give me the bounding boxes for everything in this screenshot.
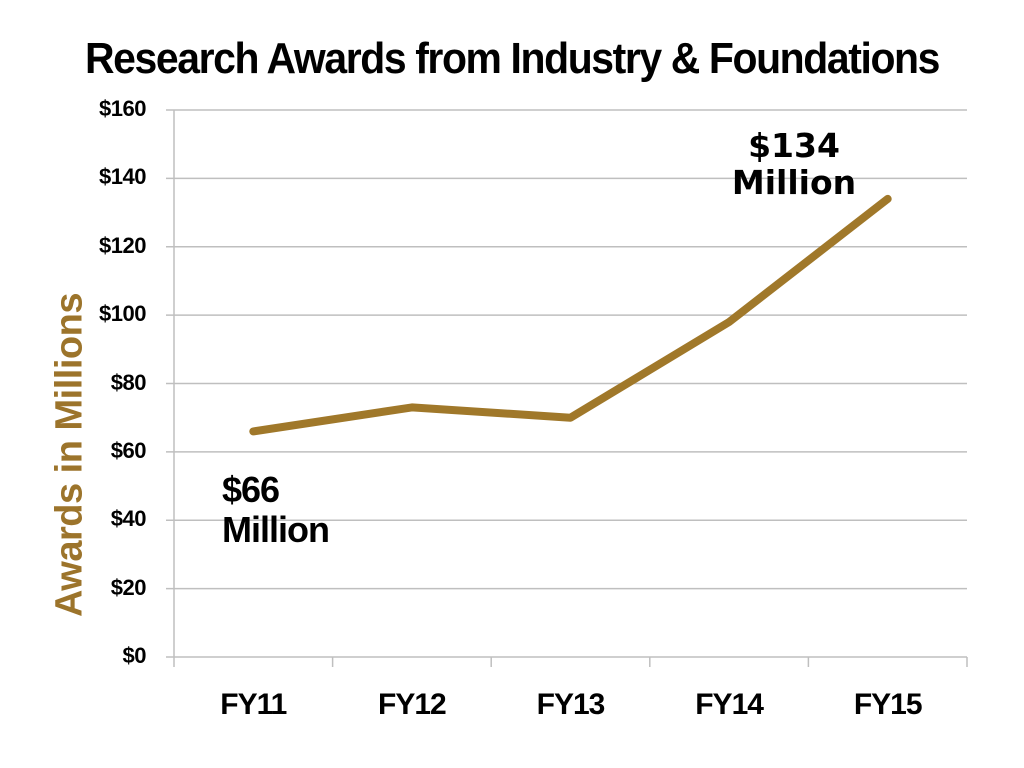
y-tick-label: $60 — [110, 437, 147, 463]
x-category-label: FY12 — [378, 688, 447, 721]
y-tick-label: $160 — [99, 96, 146, 121]
x-category-label: FY15 — [853, 688, 923, 721]
y-tick-label: $80 — [110, 369, 147, 395]
annotation-fy15-value: $134 — [748, 126, 840, 165]
x-category-label: FY11 — [220, 688, 287, 721]
annotation-fy11: $66 Million — [222, 469, 330, 551]
annotation-fy11-value: $66 — [222, 469, 280, 510]
annotation-fy15: $134 Million — [722, 126, 866, 202]
x-category-label: FY13 — [536, 688, 606, 721]
y-tick-label: $0 — [122, 643, 147, 668]
annotation-fy11-unit: Million — [222, 509, 330, 551]
series-line — [249, 194, 892, 436]
y-tick-label: $40 — [110, 506, 147, 532]
y-tick-label: $120 — [99, 232, 146, 258]
y-tick-label: $100 — [99, 301, 146, 327]
axes — [173, 110, 968, 667]
gridlines — [166, 109, 967, 658]
y-tick-label: $20 — [110, 574, 147, 600]
y-tick-label: $140 — [99, 164, 146, 190]
x-category-label: FY14 — [695, 688, 764, 721]
annotation-fy15-unit: Million — [731, 162, 857, 202]
chart-title: Research Awards from Industry & Foundati… — [84, 34, 940, 83]
